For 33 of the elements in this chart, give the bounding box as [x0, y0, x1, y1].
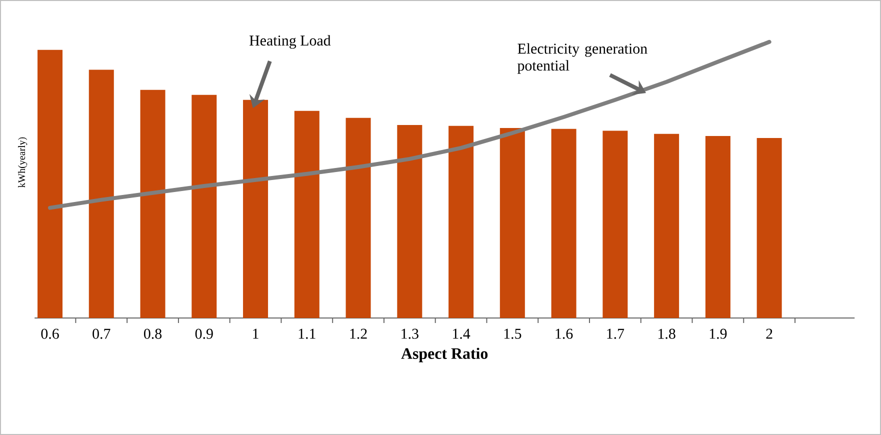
- bar: [38, 50, 63, 318]
- x-tick-label: 1.2: [350, 328, 367, 339]
- x-tick-label: 0.6: [41, 328, 59, 339]
- bar: [192, 94, 217, 318]
- y-axis-title: kWh(yearly): [18, 137, 28, 188]
- bar: [551, 128, 576, 318]
- bar: [654, 134, 680, 318]
- x-tick-label: 1.1: [298, 328, 316, 339]
- x-tick-label: 1.4: [453, 328, 470, 339]
- bar: [294, 110, 320, 318]
- text: Heating Load: [250, 35, 331, 49]
- bar: [602, 130, 628, 318]
- x-tick-label: 0.9: [195, 328, 213, 339]
- x-tick-label: 2: [766, 328, 772, 339]
- x-tick-label: 0.7: [92, 328, 110, 339]
- bar: [705, 136, 730, 318]
- x-tick-label: 1.5: [504, 328, 522, 339]
- x-tick-label: 1.7: [607, 328, 624, 339]
- bar: [140, 90, 166, 318]
- bar: [500, 128, 525, 318]
- x-tick-label: 1.3: [402, 328, 418, 339]
- x-axis-title: Aspect Ratio: [401, 348, 488, 362]
- x-tick-label: 1.8: [658, 328, 676, 339]
- x-tick-label: 1: [253, 328, 258, 339]
- series-label: Electricity generation potential: [517, 43, 648, 74]
- bar: [397, 124, 422, 318]
- bar: [448, 126, 474, 318]
- bar: [346, 118, 371, 318]
- x-tick-label: 1.9: [710, 328, 727, 339]
- bar: [88, 70, 114, 318]
- x-tick-label: 0.8: [144, 328, 162, 339]
- x-tick-label: 1.6: [556, 328, 573, 339]
- bar: [756, 138, 782, 318]
